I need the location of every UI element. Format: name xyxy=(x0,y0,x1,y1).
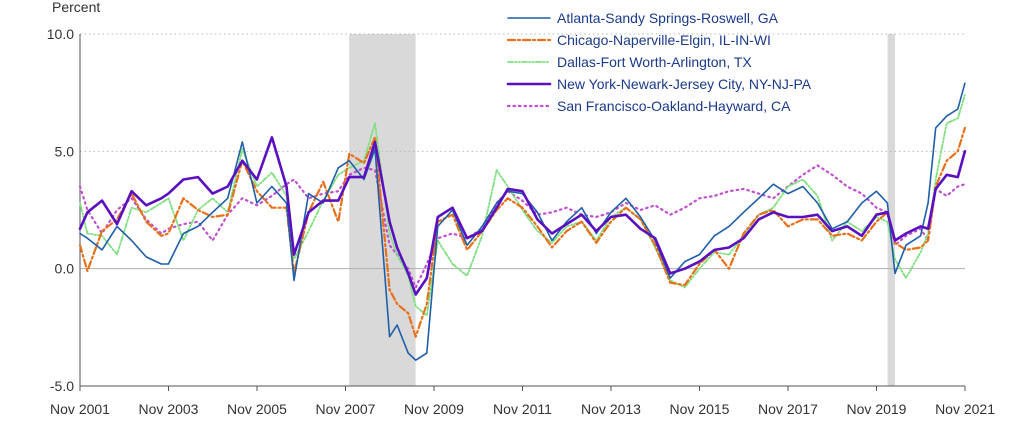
y-tick-label: 0.0 xyxy=(55,261,75,277)
gridlines xyxy=(80,33,965,270)
legend-label: San Francisco-Oakland-Hayward, CA xyxy=(557,98,791,114)
x-tick-label: Nov 2003 xyxy=(139,401,199,417)
x-tick-label: Nov 2015 xyxy=(670,401,730,417)
x-tick-label: Nov 2021 xyxy=(935,401,995,417)
legend-label: New York-Newark-Jersey City, NY-NJ-PA xyxy=(557,76,812,92)
legend-label: Chicago-Naperville-Elgin, IL-IN-WI xyxy=(557,32,771,48)
series-line xyxy=(78,164,966,289)
series-line xyxy=(78,136,967,296)
x-tick-label: Nov 2019 xyxy=(847,401,907,417)
x-tick-label: Nov 2005 xyxy=(227,401,287,417)
legend: Atlanta-Sandy Springs-Roswell, GA Chicago… xyxy=(506,10,812,114)
y-tick-label: 10.0 xyxy=(47,26,74,42)
x-tick-label: Nov 2007 xyxy=(316,401,376,417)
series-line xyxy=(79,94,966,317)
y-tick-label: -5.0 xyxy=(50,378,74,394)
series-lines xyxy=(78,82,967,361)
legend-label: Dallas-Fort Worth-Arlington, TX xyxy=(557,54,752,70)
series-line xyxy=(78,126,966,338)
x-tick-label: Nov 2011 xyxy=(493,401,552,417)
axes: Percent 10.0 5.0 0.0 -5.0 Nov 2001 Nov 2003 No… xyxy=(47,0,995,417)
x-tick-label: Nov 2009 xyxy=(404,401,464,417)
x-tick-label: Nov 2017 xyxy=(758,401,818,417)
x-tick-label: Nov 2013 xyxy=(581,401,641,417)
legend-label: Atlanta-Sandy Springs-Roswell, GA xyxy=(557,10,779,26)
x-tick-label: Nov 2001 xyxy=(50,401,110,417)
y-tick-label: 5.0 xyxy=(55,143,75,159)
recession-band xyxy=(887,34,895,386)
y-axis-label: Percent xyxy=(52,0,100,15)
series-line xyxy=(79,82,966,361)
